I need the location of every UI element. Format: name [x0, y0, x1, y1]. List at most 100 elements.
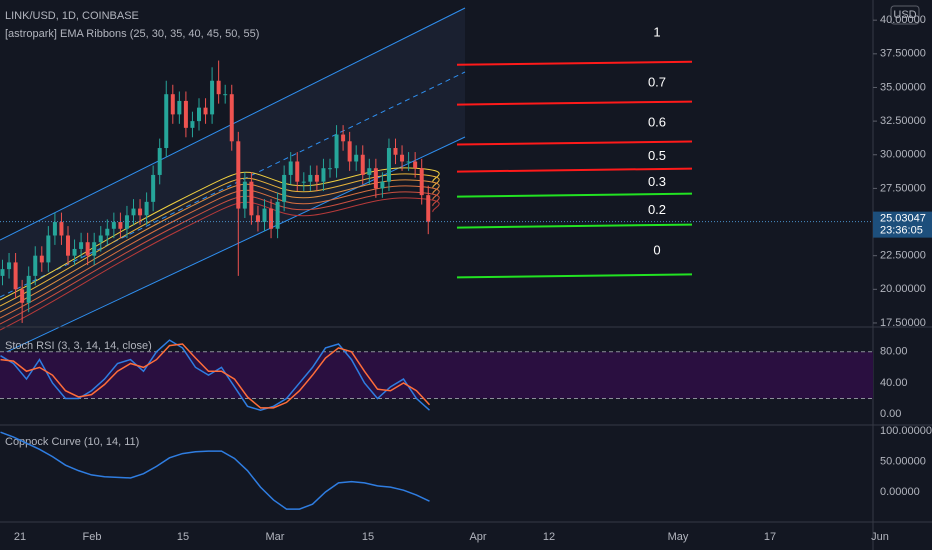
y-tick-label: 40.00000 [880, 14, 926, 26]
stoch-tick-label: 0.00 [880, 408, 901, 420]
x-tick-label: May [668, 531, 689, 543]
y-tick-label: 20.00000 [880, 283, 926, 295]
candle-body [72, 248, 77, 256]
candle-body [59, 222, 64, 236]
candle-body [157, 148, 162, 175]
candle-body [321, 168, 326, 182]
candle-body [308, 174, 313, 182]
candle-body [138, 208, 143, 216]
candle-body [406, 161, 411, 163]
x-tick-label: 12 [543, 531, 555, 543]
fib-label: 0.7 [648, 75, 666, 90]
currency-box[interactable] [890, 5, 920, 25]
candle-body [393, 148, 398, 155]
coppock-tick-label: 0.00000 [880, 486, 920, 498]
indicator-line [0, 343, 431, 409]
y-tick-label: 37.50000 [880, 48, 926, 60]
candle-body [66, 235, 70, 256]
fib-label: 1 [653, 25, 660, 40]
candle-body [111, 222, 116, 229]
indicator-title: [astropark] EMA Ribbons (25, 30, 35, 40,… [5, 28, 259, 40]
candle-body [426, 195, 431, 222]
candle-body [13, 262, 18, 290]
y-tick-label: 32.50000 [880, 115, 926, 127]
y-tick-label: 17.50000 [880, 317, 926, 329]
stoch-title: Stoch RSI (3, 3, 14, 14, close) [5, 340, 152, 352]
fib-label: 0.6 [648, 114, 666, 129]
candle-body [347, 141, 352, 162]
candle-body [360, 154, 365, 175]
fib-line [456, 100, 693, 106]
stoch-tick-label: 40.00 [880, 377, 908, 389]
fib-line [456, 167, 693, 173]
stoch-band [0, 351, 873, 399]
candle-body [39, 255, 44, 263]
candle-body [170, 94, 175, 115]
candle-body [380, 181, 385, 189]
y-tick-label: 27.50000 [880, 182, 926, 194]
candle-body [242, 181, 247, 209]
last-price-badge [873, 211, 932, 238]
x-tick-label: 15 [362, 531, 374, 543]
candle-body [413, 161, 418, 169]
candle-body [334, 134, 339, 169]
candle-body [386, 148, 391, 182]
indicator-line [0, 431, 430, 510]
candle-body [190, 121, 195, 128]
candle-body [255, 215, 260, 223]
candle-body [85, 242, 90, 256]
candle-body [131, 208, 136, 216]
candle-body [0, 269, 5, 276]
candle-body [197, 107, 201, 122]
candle-body [105, 228, 110, 236]
candle-body [151, 174, 156, 202]
coppock-tick-label: 50.00000 [880, 455, 926, 467]
fib-line [456, 192, 693, 198]
ribbon [0, 179, 440, 313]
x-tick-label: Feb [83, 531, 102, 543]
candle-body [223, 94, 228, 96]
coppock-title: Coppock Curve (10, 14, 11) [5, 436, 139, 448]
candle-body [301, 181, 306, 183]
ribbon [0, 185, 440, 319]
candle-body [164, 94, 169, 149]
candle-body [262, 208, 267, 223]
coppock-tick-label: 100.00000 [880, 425, 932, 437]
currency[interactable]: USD [893, 9, 916, 21]
candle-body [275, 201, 280, 229]
candle-body [216, 80, 221, 95]
candle-body [118, 222, 123, 229]
last-price-label: 25.03047 [880, 213, 926, 225]
candle-body [282, 174, 287, 202]
candle-body [295, 161, 300, 182]
candle-body [400, 154, 405, 162]
candle-body [373, 168, 378, 189]
stoch-tick-label: 80.00 [880, 346, 908, 358]
candle-body [354, 154, 359, 162]
fib-line [456, 273, 693, 279]
candle-body [419, 168, 424, 196]
candle-body [341, 134, 346, 142]
candle-body [98, 235, 103, 243]
candle-body [269, 208, 274, 229]
x-tick-label: 17 [764, 531, 776, 543]
fib-line [456, 223, 693, 229]
y-tick-label: 35.00000 [880, 81, 926, 93]
candle-body [183, 100, 188, 128]
countdown: 23:36:05 [880, 225, 923, 237]
candle-body [328, 168, 332, 170]
fib-label: 0.3 [648, 174, 666, 189]
candle-body [144, 201, 149, 216]
candle-body [210, 80, 215, 115]
candle-body [7, 262, 12, 270]
ribbon [0, 173, 440, 307]
x-tick-label: Apr [469, 531, 486, 543]
x-tick-label: Jun [871, 531, 889, 543]
candle-body [203, 107, 208, 115]
fib-label: 0 [653, 242, 660, 257]
fib-label: 0.2 [648, 202, 666, 217]
fib-line [456, 60, 693, 66]
candle-body [249, 181, 254, 216]
